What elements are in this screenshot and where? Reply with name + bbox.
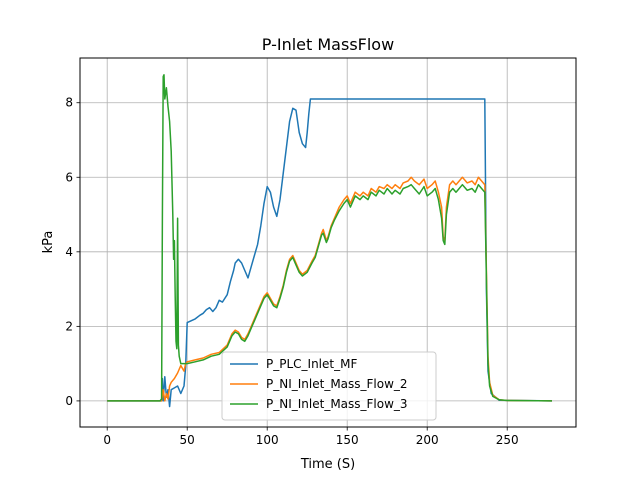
series-layer: [107, 74, 553, 408]
y-axis-ticks: 0 2 4 6 8: [65, 96, 80, 408]
legend: P_PLC_Inlet_MF P_NI_Inlet_Mass_Flow_2 P_NI…: [221, 351, 437, 421]
legend-box: [221, 351, 437, 421]
chart-title: P-Inlet MassFlow: [262, 35, 394, 54]
y-tick-label: 6: [65, 170, 73, 184]
legend-label: P_PLC_Inlet_MF: [266, 357, 357, 371]
x-axis-ticks: 0 50 100 150 200 250: [103, 427, 519, 447]
y-tick-label: 4: [65, 245, 73, 259]
plot-frame: [79, 57, 577, 428]
x-tick-label: 100: [256, 433, 279, 447]
y-tick-label: 2: [65, 319, 73, 333]
y-tick-label: 8: [65, 96, 73, 110]
x-tick-label: 250: [496, 433, 519, 447]
legend-label: P_NI_Inlet_Mass_Flow_2: [266, 377, 408, 391]
series-line-1: [107, 98, 553, 408]
x-axis-label: Time (S): [300, 457, 355, 472]
x-tick-label: 200: [416, 433, 439, 447]
x-tick-label: 50: [180, 433, 195, 447]
y-tick-label: 0: [65, 394, 73, 408]
series-line-3: [107, 74, 553, 402]
x-tick-label: 0: [103, 433, 111, 447]
x-tick-label: 150: [336, 433, 359, 447]
y-axis-label: kPa: [41, 231, 56, 254]
legend-label: P_NI_Inlet_Mass_Flow_3: [266, 397, 408, 411]
